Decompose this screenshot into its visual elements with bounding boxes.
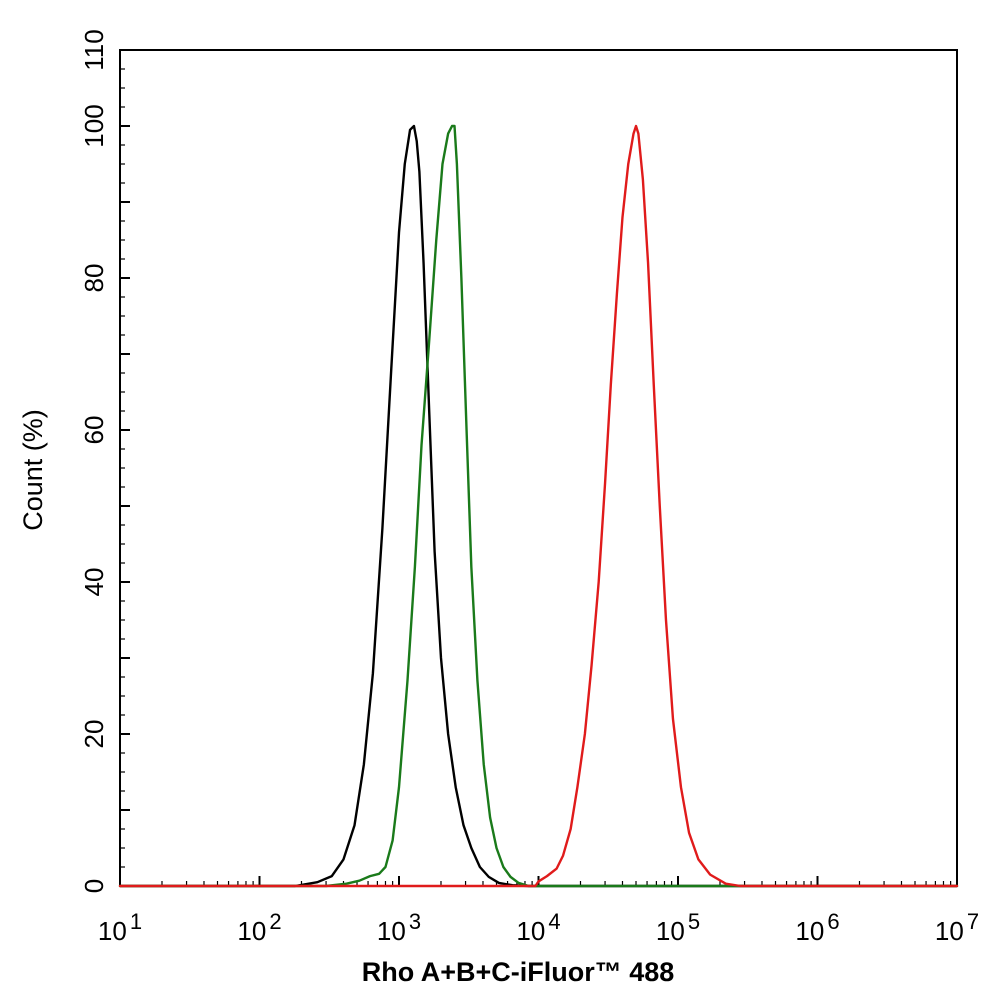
- y-axis-label: Count (%): [18, 409, 48, 531]
- x-tick-label: 10 1: [98, 909, 142, 946]
- y-tick-label: 110: [79, 29, 109, 70]
- plot-frame: [119, 49, 958, 887]
- y-tick-label: 100: [79, 104, 109, 147]
- series-line-2: [118, 124, 959, 888]
- series-line-3: [118, 124, 959, 888]
- y-tick-label: 0: [79, 879, 109, 893]
- y-tick-label: 80: [79, 264, 109, 293]
- x-axis-label: Rho A+B+C-iFluor™ 488: [362, 957, 675, 987]
- x-tick-label: 10 3: [377, 909, 421, 946]
- y-tick-label: 20: [79, 720, 109, 749]
- y-tick-label: 40: [79, 568, 109, 597]
- x-major-ticks: [119, 876, 958, 886]
- x-tick-label: 10 4: [516, 909, 560, 946]
- x-tick-label: 10 5: [656, 909, 700, 946]
- series-line-1: [118, 124, 959, 888]
- y-minor-ticks: [120, 68, 125, 868]
- y-tick-label: 60: [79, 416, 109, 445]
- series-layer: [118, 124, 959, 888]
- y-tick-labels: 0 20 40 60 80 100 110: [79, 29, 109, 893]
- x-tick-label: 10 6: [795, 909, 839, 946]
- x-tick-labels: 10 1 10 2 10 3 10 4 10 5 10 6 10 7: [98, 909, 979, 946]
- x-tick-label: 10 7: [935, 909, 979, 946]
- x-tick-label: 10 2: [237, 909, 281, 946]
